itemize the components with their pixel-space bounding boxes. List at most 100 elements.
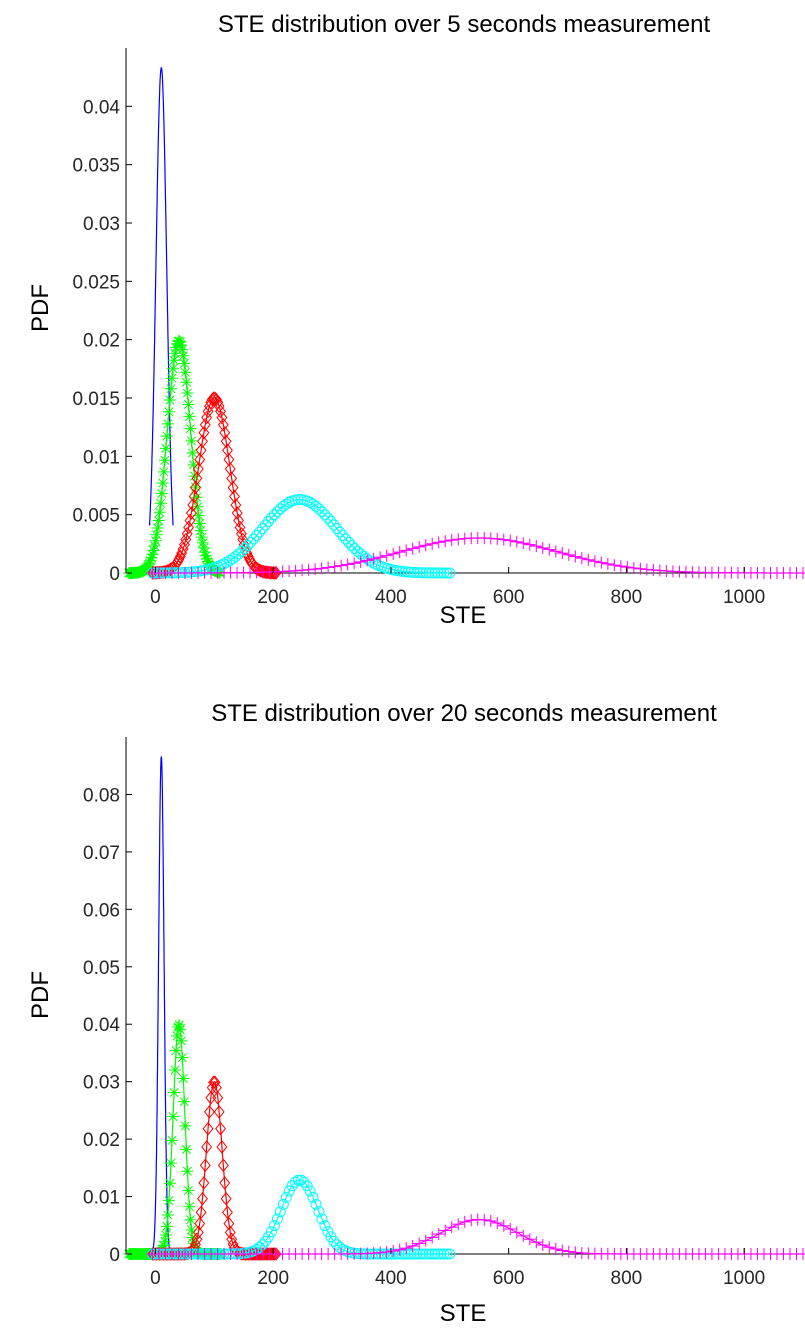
data-point (292, 494, 304, 506)
series-line (149, 756, 174, 1255)
data-point (163, 393, 176, 406)
data-point (268, 509, 280, 521)
data-point (185, 1223, 198, 1236)
data-point (217, 417, 229, 432)
chart-title: STE distribution over 20 seconds measure… (211, 700, 717, 727)
data-point (224, 1225, 236, 1240)
data-point (429, 567, 441, 579)
data-point (164, 382, 177, 395)
data-point (335, 559, 348, 572)
data-point (316, 506, 328, 518)
data-point (199, 1158, 211, 1173)
data-point (176, 343, 189, 356)
data-point (151, 522, 164, 535)
data-point (402, 1248, 414, 1260)
data-point (222, 1205, 233, 1220)
data-point (419, 1234, 432, 1247)
data-point (334, 526, 346, 538)
data-point (193, 517, 206, 530)
data-point (411, 1248, 423, 1260)
data-point (161, 417, 174, 430)
y-tick-label: 0.06 (83, 900, 120, 921)
chart-20-seconds: STE distribution over 20 seconds measure… (27, 700, 805, 1327)
data-point (797, 1248, 805, 1260)
data-point (343, 536, 355, 548)
data-point (202, 1121, 214, 1136)
data-point (155, 487, 168, 500)
data-point (178, 357, 191, 370)
data-point (196, 536, 209, 549)
data-point (178, 1095, 191, 1108)
data-point (210, 392, 222, 407)
series-2 (122, 1018, 227, 1260)
y-tick-label: 0 (109, 564, 120, 585)
data-point (295, 1174, 307, 1186)
data-point (444, 567, 456, 579)
data-point (220, 434, 232, 449)
data-point (543, 1241, 556, 1254)
data-point (166, 372, 179, 385)
data-point (588, 555, 601, 568)
data-point (190, 480, 201, 495)
y-tick-label: 0.02 (83, 331, 120, 352)
data-point (402, 566, 414, 578)
data-point (252, 562, 264, 577)
data-point (179, 366, 192, 379)
data-point (556, 547, 569, 560)
data-point (265, 1226, 277, 1238)
data-point (224, 462, 236, 476)
data-point (195, 531, 208, 544)
data-point (168, 1086, 181, 1099)
data-point (640, 563, 653, 576)
x-tick-label: 800 (611, 1268, 643, 1289)
data-point (176, 1051, 189, 1064)
data-point (562, 1245, 575, 1258)
data-point (399, 566, 411, 578)
data-point (233, 548, 245, 560)
data-point (400, 544, 413, 557)
data-point (152, 514, 165, 527)
data-point (435, 1248, 447, 1260)
data-point (536, 1238, 549, 1251)
data-point (194, 452, 206, 467)
x-tick-label: 0 (150, 587, 161, 608)
data-point (530, 540, 543, 553)
data-point (296, 564, 309, 577)
data-point (242, 540, 254, 551)
data-point (341, 558, 354, 571)
data-point (184, 422, 197, 435)
x-tick-label: 1000 (723, 587, 765, 608)
data-point (215, 404, 226, 419)
data-point (157, 465, 170, 478)
data-point (217, 1158, 229, 1173)
x-tick-label: 1000 (723, 1268, 765, 1289)
data-point (197, 434, 208, 449)
data-point (265, 1247, 277, 1261)
data-point (601, 557, 614, 570)
data-point (180, 1143, 193, 1156)
data-point (174, 336, 187, 349)
data-point (429, 1248, 441, 1260)
y-tick-label: 0.01 (83, 1188, 120, 1209)
data-point (234, 520, 246, 535)
data-point (266, 1247, 278, 1261)
data-point (328, 560, 341, 573)
x-tick-label: 200 (257, 587, 289, 608)
x-tick-label: 0 (150, 1268, 161, 1289)
data-point (181, 1165, 194, 1178)
data-point (192, 1225, 204, 1240)
series-5 (146, 532, 805, 579)
data-point (183, 1200, 196, 1213)
data-point (569, 550, 582, 563)
data-point (153, 506, 166, 519)
x-tick-label: 800 (611, 587, 643, 608)
data-point (251, 530, 262, 542)
data-point (313, 503, 325, 515)
data-point (208, 391, 220, 405)
data-point (452, 1218, 465, 1231)
data-point (523, 538, 536, 551)
data-point (536, 541, 549, 554)
data-point (215, 1121, 226, 1136)
data-point (517, 1229, 530, 1242)
data-point (209, 1075, 221, 1090)
